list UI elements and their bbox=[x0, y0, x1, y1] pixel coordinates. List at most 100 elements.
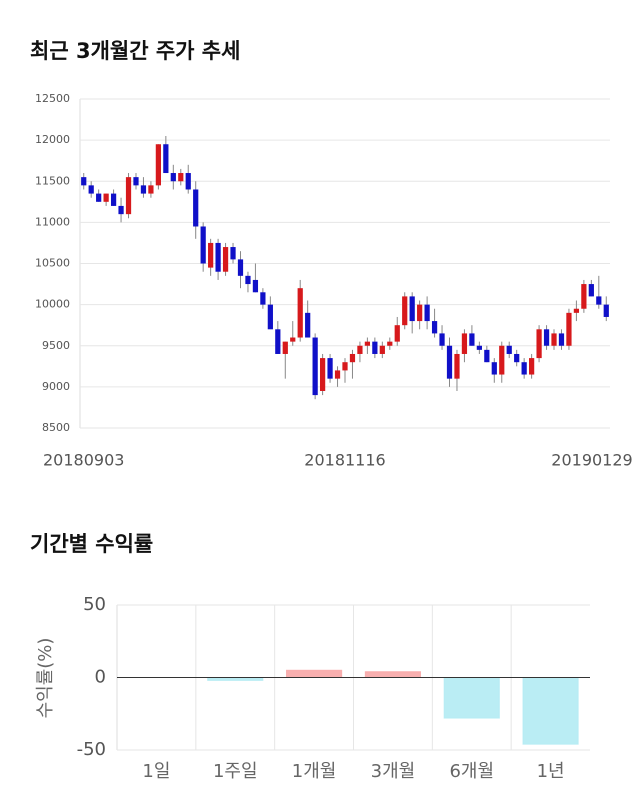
candle-body bbox=[319, 358, 326, 391]
candle-body bbox=[446, 345, 453, 379]
candle-body bbox=[521, 362, 527, 375]
y-tick-label: 11000 bbox=[35, 215, 70, 228]
candle-body bbox=[155, 144, 161, 186]
candle-body bbox=[148, 185, 154, 194]
candle-body bbox=[588, 284, 594, 297]
candle-body bbox=[275, 329, 281, 354]
candle-body bbox=[484, 349, 490, 363]
chart-title: 기간별 수익률 bbox=[30, 532, 153, 556]
candle-body bbox=[394, 325, 400, 342]
x-tick-label: 3개월 bbox=[371, 761, 416, 782]
candle-body bbox=[290, 337, 296, 342]
candle-body bbox=[573, 308, 580, 313]
candle-body bbox=[402, 296, 408, 326]
candle-body bbox=[379, 345, 385, 354]
candle-body bbox=[491, 362, 497, 375]
x-tick-label: 20181116 bbox=[304, 451, 385, 470]
candle-body bbox=[387, 341, 393, 346]
y-tick-label: 8500 bbox=[42, 421, 70, 434]
candle-body bbox=[178, 173, 184, 182]
candle-body bbox=[237, 259, 244, 276]
candle-body bbox=[140, 185, 147, 194]
candle-body bbox=[327, 358, 333, 379]
candle-body bbox=[529, 358, 535, 375]
candle-body bbox=[110, 193, 117, 206]
candle-body bbox=[372, 341, 378, 354]
bar bbox=[443, 677, 500, 719]
x-tick-label: 1주일 bbox=[213, 761, 258, 782]
y-tick-label: 12500 bbox=[35, 92, 70, 105]
x-tick-label: 20180903 bbox=[43, 451, 124, 470]
candle-body bbox=[208, 242, 214, 268]
x-tick-label: 1개월 bbox=[292, 761, 337, 782]
candle-body bbox=[357, 345, 363, 354]
candle-body bbox=[603, 304, 609, 317]
candle-body bbox=[334, 370, 341, 379]
candle-body bbox=[282, 341, 288, 354]
candle-body bbox=[230, 247, 236, 260]
y-axis-label: 수익률(%) bbox=[35, 638, 56, 719]
candle-body bbox=[88, 185, 94, 194]
candle-body bbox=[133, 177, 139, 186]
candle-body bbox=[245, 275, 251, 285]
candle-body bbox=[200, 226, 206, 264]
y-tick-label: 11500 bbox=[35, 174, 70, 187]
y-tick-label: 10000 bbox=[35, 298, 70, 311]
bar bbox=[364, 671, 422, 679]
candle-body bbox=[581, 284, 587, 309]
candle-body bbox=[424, 304, 430, 322]
candle-body bbox=[185, 173, 191, 190]
candle-body bbox=[476, 345, 482, 350]
candle-body bbox=[267, 304, 273, 330]
candle-body bbox=[506, 345, 512, 354]
candle-body bbox=[96, 193, 102, 202]
y-tick-label: 10500 bbox=[35, 257, 70, 270]
candle-body bbox=[349, 353, 356, 363]
candle-body bbox=[536, 329, 542, 359]
candle-body bbox=[543, 329, 550, 346]
candle-body bbox=[81, 177, 87, 186]
y-tick-label: 9000 bbox=[42, 380, 70, 393]
candle-body bbox=[409, 296, 415, 322]
candle-body bbox=[252, 279, 259, 293]
candle-body bbox=[461, 333, 468, 354]
candle-body bbox=[215, 242, 221, 272]
candle-body bbox=[312, 337, 318, 396]
candle-body bbox=[431, 321, 438, 334]
candle-body bbox=[499, 345, 505, 375]
candle-body bbox=[305, 312, 311, 338]
candle-body bbox=[417, 304, 423, 322]
y-tick-label: 0 bbox=[95, 667, 106, 688]
candle-body bbox=[170, 173, 176, 182]
bar bbox=[285, 669, 343, 678]
x-tick-label: 6개월 bbox=[449, 761, 494, 782]
candle-body bbox=[514, 353, 520, 363]
x-tick-label: 1일 bbox=[142, 761, 170, 782]
candle-body bbox=[163, 144, 169, 174]
candle-body bbox=[596, 296, 602, 305]
candle-body bbox=[222, 247, 229, 272]
candle-body bbox=[558, 333, 565, 346]
candle-body bbox=[118, 205, 124, 215]
candle-body bbox=[125, 177, 132, 215]
candle-body bbox=[566, 312, 572, 346]
bar bbox=[522, 677, 579, 745]
candle-body bbox=[364, 341, 371, 346]
x-tick-label: 20190129 bbox=[551, 451, 632, 470]
candle-body bbox=[103, 193, 109, 202]
chart-title: 최근 3개월간 주가 추세 bbox=[30, 39, 240, 63]
y-tick-label: 12000 bbox=[35, 133, 70, 146]
candle-body bbox=[297, 288, 303, 338]
candle-body bbox=[260, 292, 266, 305]
candle-body bbox=[342, 362, 348, 371]
x-tick-label: 1년 bbox=[537, 761, 565, 782]
y-tick-label: -50 bbox=[77, 739, 106, 760]
candle-body bbox=[193, 189, 199, 227]
candle-body bbox=[439, 333, 445, 346]
candle-body bbox=[551, 333, 557, 346]
y-tick-label: 9500 bbox=[42, 339, 70, 352]
candle-body bbox=[454, 353, 460, 379]
y-tick-label: 50 bbox=[83, 594, 106, 615]
